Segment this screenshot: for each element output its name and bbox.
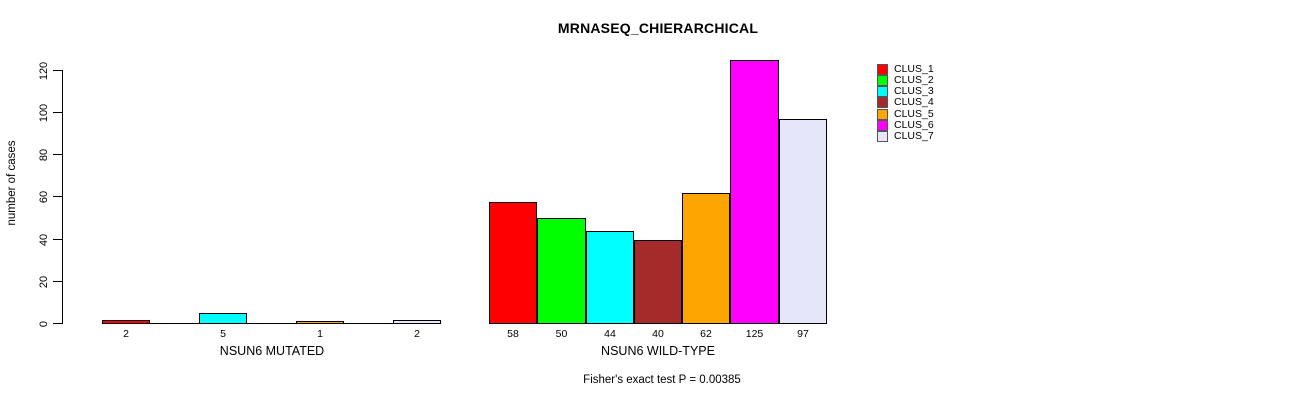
y-axis-tick xyxy=(53,196,62,197)
legend-swatch xyxy=(877,86,888,98)
y-axis-tick-label: 20 xyxy=(38,275,50,288)
legend-swatch xyxy=(877,130,888,142)
legend-swatch xyxy=(877,108,888,120)
y-axis-label: number of cases xyxy=(6,140,18,226)
y-axis-tick-label: 60 xyxy=(38,190,50,203)
y-axis-tick xyxy=(53,112,62,113)
bar-count-label: 97 xyxy=(797,328,809,340)
bar-count-label: 2 xyxy=(414,328,420,340)
legend-item: CLUS_5 xyxy=(877,107,934,120)
legend-label: CLUS_4 xyxy=(894,96,934,109)
bar-clus_6 xyxy=(730,60,779,324)
chart-title: MRNASEQ_CHIERARCHICAL xyxy=(557,20,759,36)
bar-count-label: 50 xyxy=(555,328,568,340)
legend-item: CLUS_7 xyxy=(877,129,934,142)
legend: CLUS_1 CLUS_2 CLUS_3 CLUS_4 CLUS_5 CLUS_6 CLUS… xyxy=(877,64,934,142)
bar-clus_7 xyxy=(393,320,441,324)
y-axis-tick-label: 80 xyxy=(38,148,50,161)
fisher-test-caption: Fisher's exact test P = 0.00385 xyxy=(583,374,741,386)
group-label-nsun6-mutated: NSUN6 MUTATED xyxy=(219,344,325,358)
bar-clus_7 xyxy=(779,119,827,324)
legend-item: CLUS_6 xyxy=(877,118,934,131)
y-axis-tick xyxy=(53,323,62,324)
bar-clus_2-zero xyxy=(150,323,199,324)
legend-item: CLUS_4 xyxy=(877,96,934,109)
y-axis-tick-label: 100 xyxy=(38,103,50,122)
bar-count-label: 2 xyxy=(123,328,129,340)
y-axis-tick xyxy=(53,281,62,282)
y-axis-line xyxy=(62,70,63,324)
legend-label: CLUS_6 xyxy=(894,118,934,131)
group-label-nsun6-wild-type: NSUN6 WILD-TYPE xyxy=(601,344,715,358)
bar-clus_4 xyxy=(634,240,682,324)
y-axis-tick-label: 120 xyxy=(38,61,50,80)
legend-label: CLUS_3 xyxy=(894,85,934,98)
y-axis-tick xyxy=(53,239,62,240)
bar-clus_5 xyxy=(296,321,344,324)
legend-label: CLUS_7 xyxy=(894,129,934,142)
legend-label: CLUS_2 xyxy=(894,74,934,87)
bar-clus_1 xyxy=(102,320,150,324)
legend-swatch xyxy=(877,64,888,76)
bar-count-label: 1 xyxy=(317,328,323,340)
bar-clus_5 xyxy=(682,193,730,324)
legend-item: CLUS_1 xyxy=(877,63,934,76)
y-axis-tick xyxy=(53,70,62,71)
legend-swatch xyxy=(877,75,888,87)
y-axis-tick-label: 40 xyxy=(38,233,50,246)
legend-item: CLUS_3 xyxy=(877,85,934,98)
y-axis-tick xyxy=(53,154,62,155)
bar-clus_3 xyxy=(199,313,247,324)
bar-clus_2 xyxy=(537,218,586,324)
bar-count-label: 62 xyxy=(700,328,712,340)
legend-swatch xyxy=(877,119,888,131)
legend-label: CLUS_5 xyxy=(894,107,934,120)
bar-clus_6-zero xyxy=(344,323,393,324)
legend-swatch xyxy=(877,97,888,109)
bar-clus_1 xyxy=(489,202,537,324)
y-axis-tick-label: 0 xyxy=(38,320,50,327)
legend-item: CLUS_2 xyxy=(877,74,934,87)
bar-count-label: 58 xyxy=(507,328,519,340)
bar-clus_3 xyxy=(586,231,634,324)
bar-count-label: 40 xyxy=(652,328,664,340)
bar-count-label: 5 xyxy=(220,328,226,340)
bar-clus_4-zero xyxy=(247,323,296,324)
legend-label: CLUS_1 xyxy=(894,63,934,76)
bar-count-label: 44 xyxy=(604,328,616,340)
bar-count-label: 125 xyxy=(745,328,764,340)
